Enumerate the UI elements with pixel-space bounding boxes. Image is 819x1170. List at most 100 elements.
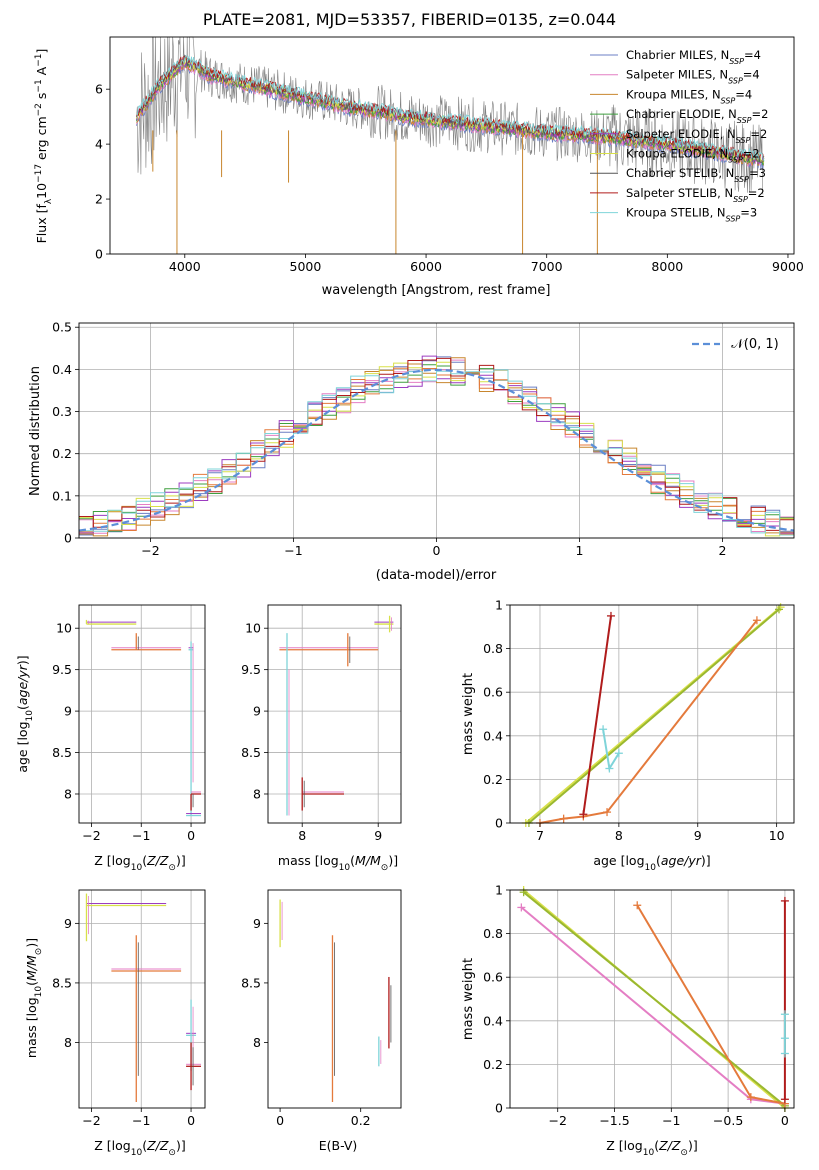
y-tick-label: 9: [64, 916, 72, 931]
y-tick-label: 0.2: [52, 446, 72, 461]
y-tick-label: 0.4: [483, 1013, 503, 1028]
z-mass-panel: −2 −1 0 8 8.5 9 Z [log10(Z/Z⊙)] mass [log10(M/M…: [24, 889, 206, 1158]
x-tick-label: −2: [548, 1113, 566, 1128]
normal-curve: [78, 368, 795, 532]
y-axis-label: age [log10(age/yr)]: [15, 655, 35, 772]
x-axis-label: mass [log10(M/M⊙)]: [278, 853, 398, 873]
y-tick-label: 0.5: [52, 320, 72, 335]
plot-area: [517, 886, 789, 1112]
y-tick-label: 8: [253, 1035, 261, 1050]
axes-frame: [509, 889, 795, 1109]
plot-area: [521, 603, 785, 827]
legend-label: Salpeter ELODIE, NSSP=2: [626, 127, 767, 145]
x-tick-label: −1: [662, 1113, 680, 1128]
y-tick-label: 2: [95, 192, 103, 207]
x-tick-label: 7000: [531, 259, 563, 274]
y-tick-label: 0.2: [483, 772, 503, 787]
plot-area: [279, 899, 392, 1103]
x-tick-label: 9000: [772, 259, 804, 274]
legend-label: Kroupa STELIB, NSSP=3: [626, 206, 757, 224]
y-tick-label: 1: [495, 598, 503, 613]
y-tick-label: 0.1: [52, 488, 72, 503]
y-tick-label: 8.5: [241, 975, 261, 990]
axes-frame: [78, 604, 206, 824]
y-tick-label: 0.8: [483, 641, 503, 656]
x-tick-label: 1: [576, 543, 584, 558]
legend: Chabrier MILES, NSSP=4 Salpeter MILES, NS…: [590, 48, 768, 223]
y-axis-label: mass weight: [461, 958, 476, 1040]
x-tick-label: −1: [132, 1113, 150, 1128]
y-tick-label: 9: [253, 916, 261, 931]
x-tick-label: 8: [615, 828, 623, 843]
x-tick-label: 0: [433, 543, 441, 558]
x-tick-label: 0: [187, 1113, 195, 1128]
x-tick-label: −0.5: [713, 1113, 743, 1128]
legend-label: Chabrier ELODIE, NSSP=2: [626, 107, 768, 125]
axes-frame: [78, 889, 206, 1109]
plot-area: [136, 36, 765, 254]
y-tick-label: 8.5: [52, 745, 72, 760]
x-axis-label: Z [log10(Z/Z⊙)]: [94, 853, 185, 873]
mass-weight-line: [522, 891, 786, 1107]
x-axis-label: age [log10(age/yr)]: [593, 853, 710, 873]
y-axis-label: mass [log10(M/M⊙)]: [24, 938, 44, 1058]
y-tick-label: 9: [253, 704, 261, 719]
x-axis-label: (data-model)/error: [376, 568, 497, 583]
y-axis-label: Normed distribution: [28, 366, 43, 496]
x-tick-label: −2: [82, 1113, 100, 1128]
x-tick-label: 9: [694, 828, 702, 843]
y-tick-label: 0: [95, 247, 103, 262]
x-tick-label: 7: [536, 828, 544, 843]
y-tick-label: 10: [56, 621, 72, 636]
mass-weight-line: [582, 615, 612, 815]
z-weight-panel: −2 −1.5 −1 −0.5 0 0 0.2 0.4 0.6 0.8 1 Z [log10(Z/Z⊙…: [461, 883, 795, 1158]
y-axis-label: mass weight: [461, 673, 476, 755]
x-tick-label: 0.2: [351, 1113, 371, 1128]
x-tick-label: 0: [781, 1113, 789, 1128]
x-axis-label: Z [log10(Z/Z⊙)]: [94, 1138, 185, 1158]
x-tick-label: 9: [374, 828, 382, 843]
y-tick-label: 0: [495, 1101, 503, 1116]
y-tick-label: 0.6: [483, 970, 503, 985]
y-tick-label: 9: [64, 704, 72, 719]
y-tick-label: 0: [495, 816, 503, 831]
y-tick-label: 0.6: [483, 685, 503, 700]
x-tick-label: 0: [187, 828, 195, 843]
y-tick-label: 4: [95, 137, 103, 152]
x-tick-label: −2: [82, 828, 100, 843]
mass-age-panel: 8 9 8 8.5 9 9.5 10 mass [log10(M/M⊙)]: [241, 604, 402, 873]
x-tick-label: 8: [298, 828, 306, 843]
x-axis-label: Z [log10(Z/Z⊙)]: [606, 1138, 697, 1158]
plot-area: [279, 615, 394, 816]
y-tick-label: 0.2: [483, 1057, 503, 1072]
x-tick-label: 4000: [169, 259, 201, 274]
x-tick-label: 10: [769, 828, 785, 843]
axes-frame: [78, 322, 795, 539]
y-tick-label: 8.5: [241, 745, 261, 760]
spectrum-panel: 4000 5000 6000 7000 8000 9000 0 2 4 6 Chabrier MIL…: [34, 36, 804, 298]
y-tick-label: 8: [64, 1035, 72, 1050]
axes-frame: [267, 604, 402, 824]
axes-frame: [109, 36, 795, 255]
x-axis-label: E(B-V): [319, 1138, 358, 1153]
z-age-panel: −2 −1 0 8 8.5 9 9.5 10 Z [log10(Z/Z⊙)] age [log10…: [15, 604, 206, 873]
legend-label: Chabrier STELIB, NSSP=3: [626, 166, 766, 184]
legend-label: 𝒩(0, 1): [731, 337, 778, 352]
legend-label: Kroupa MILES, NSSP=4: [626, 87, 752, 105]
histogram-step: [79, 357, 794, 531]
y-tick-label: 0.4: [483, 728, 503, 743]
residual-panel: −2 −1 0 1 2 0 0.1 0.2 0.3 0.4 0.5 𝒩(0, 1) (data-mode…: [28, 320, 795, 583]
axes-frame: [509, 604, 795, 824]
legend-label: Chabrier MILES, NSSP=4: [626, 48, 761, 66]
x-axis-label: wavelength [Angstrom, rest frame]: [322, 283, 551, 298]
plot-area: [85, 619, 202, 817]
y-tick-label: 0.4: [52, 362, 72, 377]
y-tick-label: 9.5: [52, 662, 72, 677]
y-tick-label: 8.5: [52, 975, 72, 990]
x-tick-label: −1: [132, 828, 150, 843]
legend-label: Kroupa ELODIE, NSSP=2: [626, 147, 760, 165]
x-tick-label: −2: [141, 543, 159, 558]
y-tick-label: 0.3: [52, 404, 72, 419]
y-tick-label: 0.8: [483, 926, 503, 941]
